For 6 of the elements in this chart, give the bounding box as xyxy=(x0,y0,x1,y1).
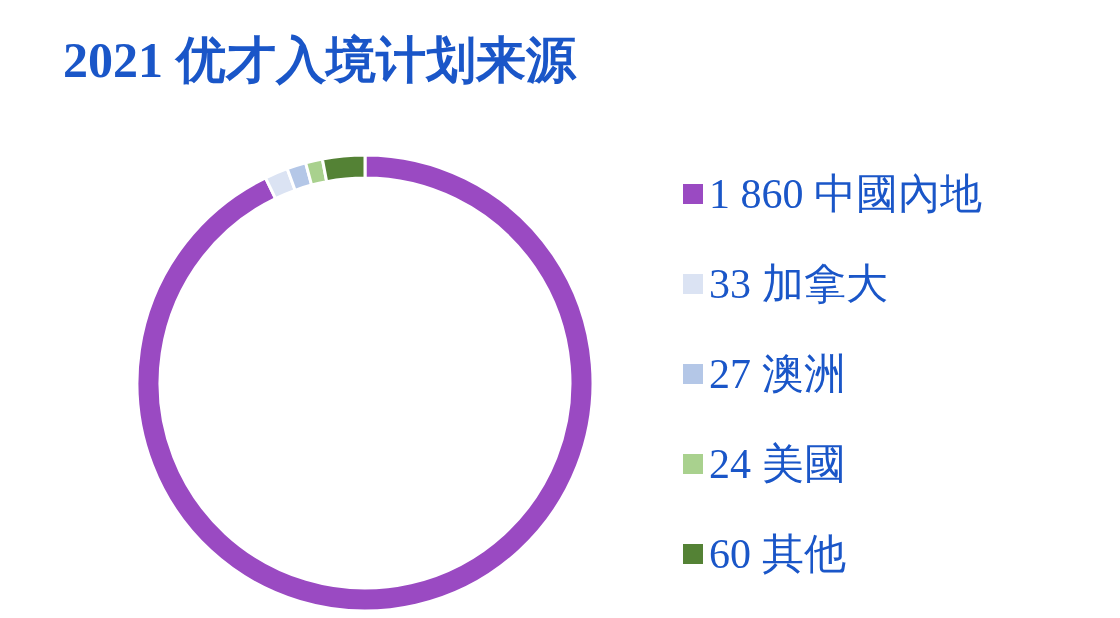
legend-label: 27 澳洲 xyxy=(709,351,846,397)
legend-label: 33 加拿大 xyxy=(709,261,888,307)
legend-label: 1 860 中國內地 xyxy=(709,171,982,217)
chart-title: 2021 优才入境计划来源 xyxy=(63,32,577,88)
legend-label: 24 美國 xyxy=(709,441,846,487)
legend-label: 60 其他 xyxy=(709,531,846,577)
